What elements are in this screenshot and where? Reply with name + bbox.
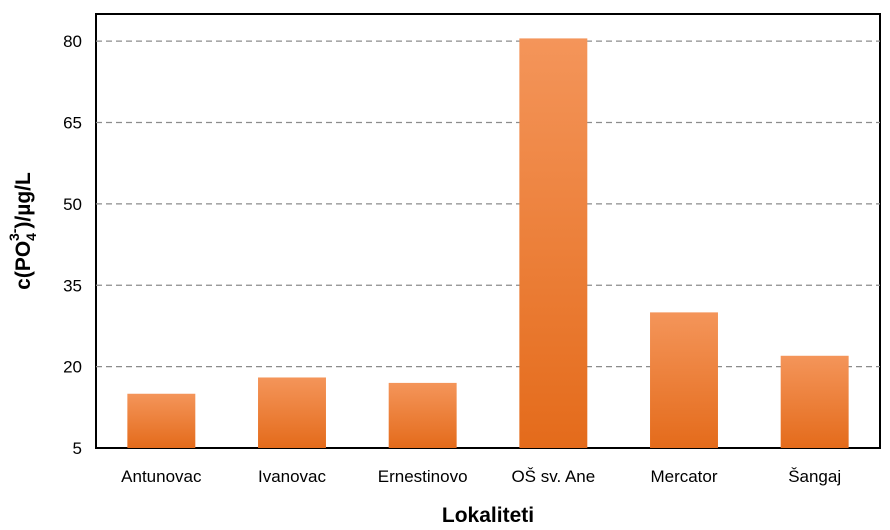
- x-axis-ticks: Antunovac Ivanovac Ernestinovo OŠ sv. Ane Me…: [121, 467, 841, 486]
- x-tick-label: OŠ sv. Ane: [511, 467, 595, 486]
- y-tick-label: 65: [63, 114, 82, 133]
- y-axis-title-suffix: )/µg/L: [12, 172, 35, 229]
- y-axis-title: c(PO43-)/µg/L: [6, 172, 39, 290]
- x-tick-label: Šangaj: [788, 467, 841, 486]
- bar: [519, 38, 588, 448]
- y-tick-label: 80: [63, 32, 82, 51]
- bar: [258, 377, 326, 448]
- y-tick-label: 50: [63, 195, 82, 214]
- bar: [127, 393, 196, 448]
- x-tick-label: Ivanovac: [258, 467, 327, 486]
- gridlines: [96, 40, 880, 368]
- y-axis-ticks: 5 20 35 50 65 80: [63, 32, 82, 458]
- y-axis-title-prefix: c(PO: [12, 241, 35, 290]
- plot-area-frame: [95, 13, 881, 449]
- y-tick-label: 35: [63, 276, 82, 295]
- y-axis-title-subscript: 4: [23, 233, 39, 241]
- y-axis-title-superscript: 3-: [6, 228, 22, 241]
- x-axis-title: Lokaliteti: [442, 504, 534, 527]
- bar: [780, 355, 849, 448]
- bar: [650, 312, 718, 448]
- y-tick-label: 5: [73, 439, 82, 458]
- bars: [127, 38, 849, 448]
- bar: [388, 382, 457, 448]
- x-tick-label: Ernestinovo: [378, 467, 468, 486]
- y-tick-label: 20: [63, 358, 82, 377]
- x-tick-label: Mercator: [650, 467, 717, 486]
- x-tick-label: Antunovac: [121, 467, 202, 486]
